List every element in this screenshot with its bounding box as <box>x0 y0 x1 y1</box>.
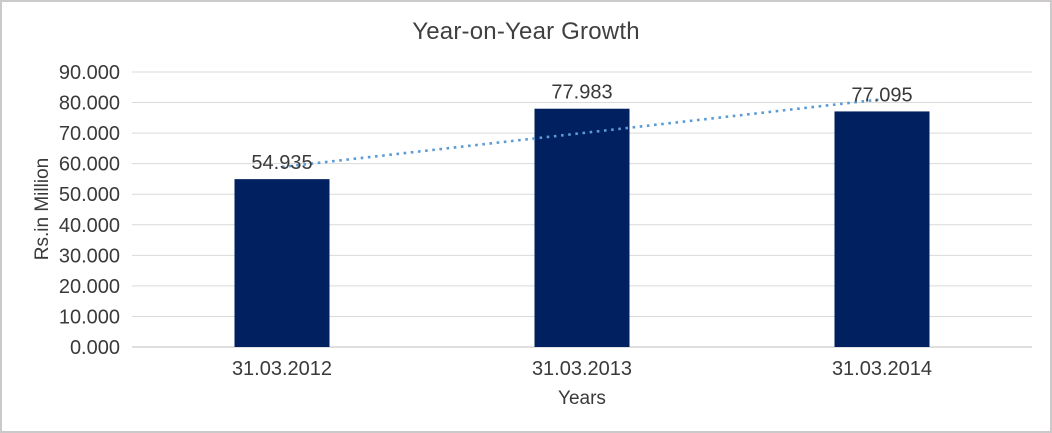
y-tick-label: 60.000 <box>59 154 120 176</box>
y-tick-label: 50.000 <box>59 184 120 206</box>
bar-31.03.2014 <box>834 111 930 347</box>
y-tick-label: 30.000 <box>59 245 120 267</box>
data-label: 77.983 <box>551 82 612 104</box>
chart-title: Year-on-Year Growth <box>412 18 640 45</box>
y-tick-label: 0.000 <box>70 337 120 359</box>
y-tick-label: 90.000 <box>59 62 120 84</box>
x-tick-label: 31.03.2014 <box>832 358 932 380</box>
y-tick-label: 20.000 <box>59 276 120 298</box>
bar-31.03.2012 <box>234 179 330 347</box>
x-tick-label: 31.03.2012 <box>232 358 332 380</box>
bar-31.03.2013 <box>534 108 630 347</box>
y-tick-label: 70.000 <box>59 123 120 145</box>
data-label: 54.935 <box>251 152 312 174</box>
y-tick-label: 80.000 <box>59 93 120 115</box>
y-tick-label: 10.000 <box>59 306 120 328</box>
x-tick-label: 31.03.2013 <box>532 358 632 380</box>
x-axis-title: Years <box>558 388 606 409</box>
data-label: 77.095 <box>851 84 912 106</box>
y-tick-label: 40.000 <box>59 215 120 237</box>
